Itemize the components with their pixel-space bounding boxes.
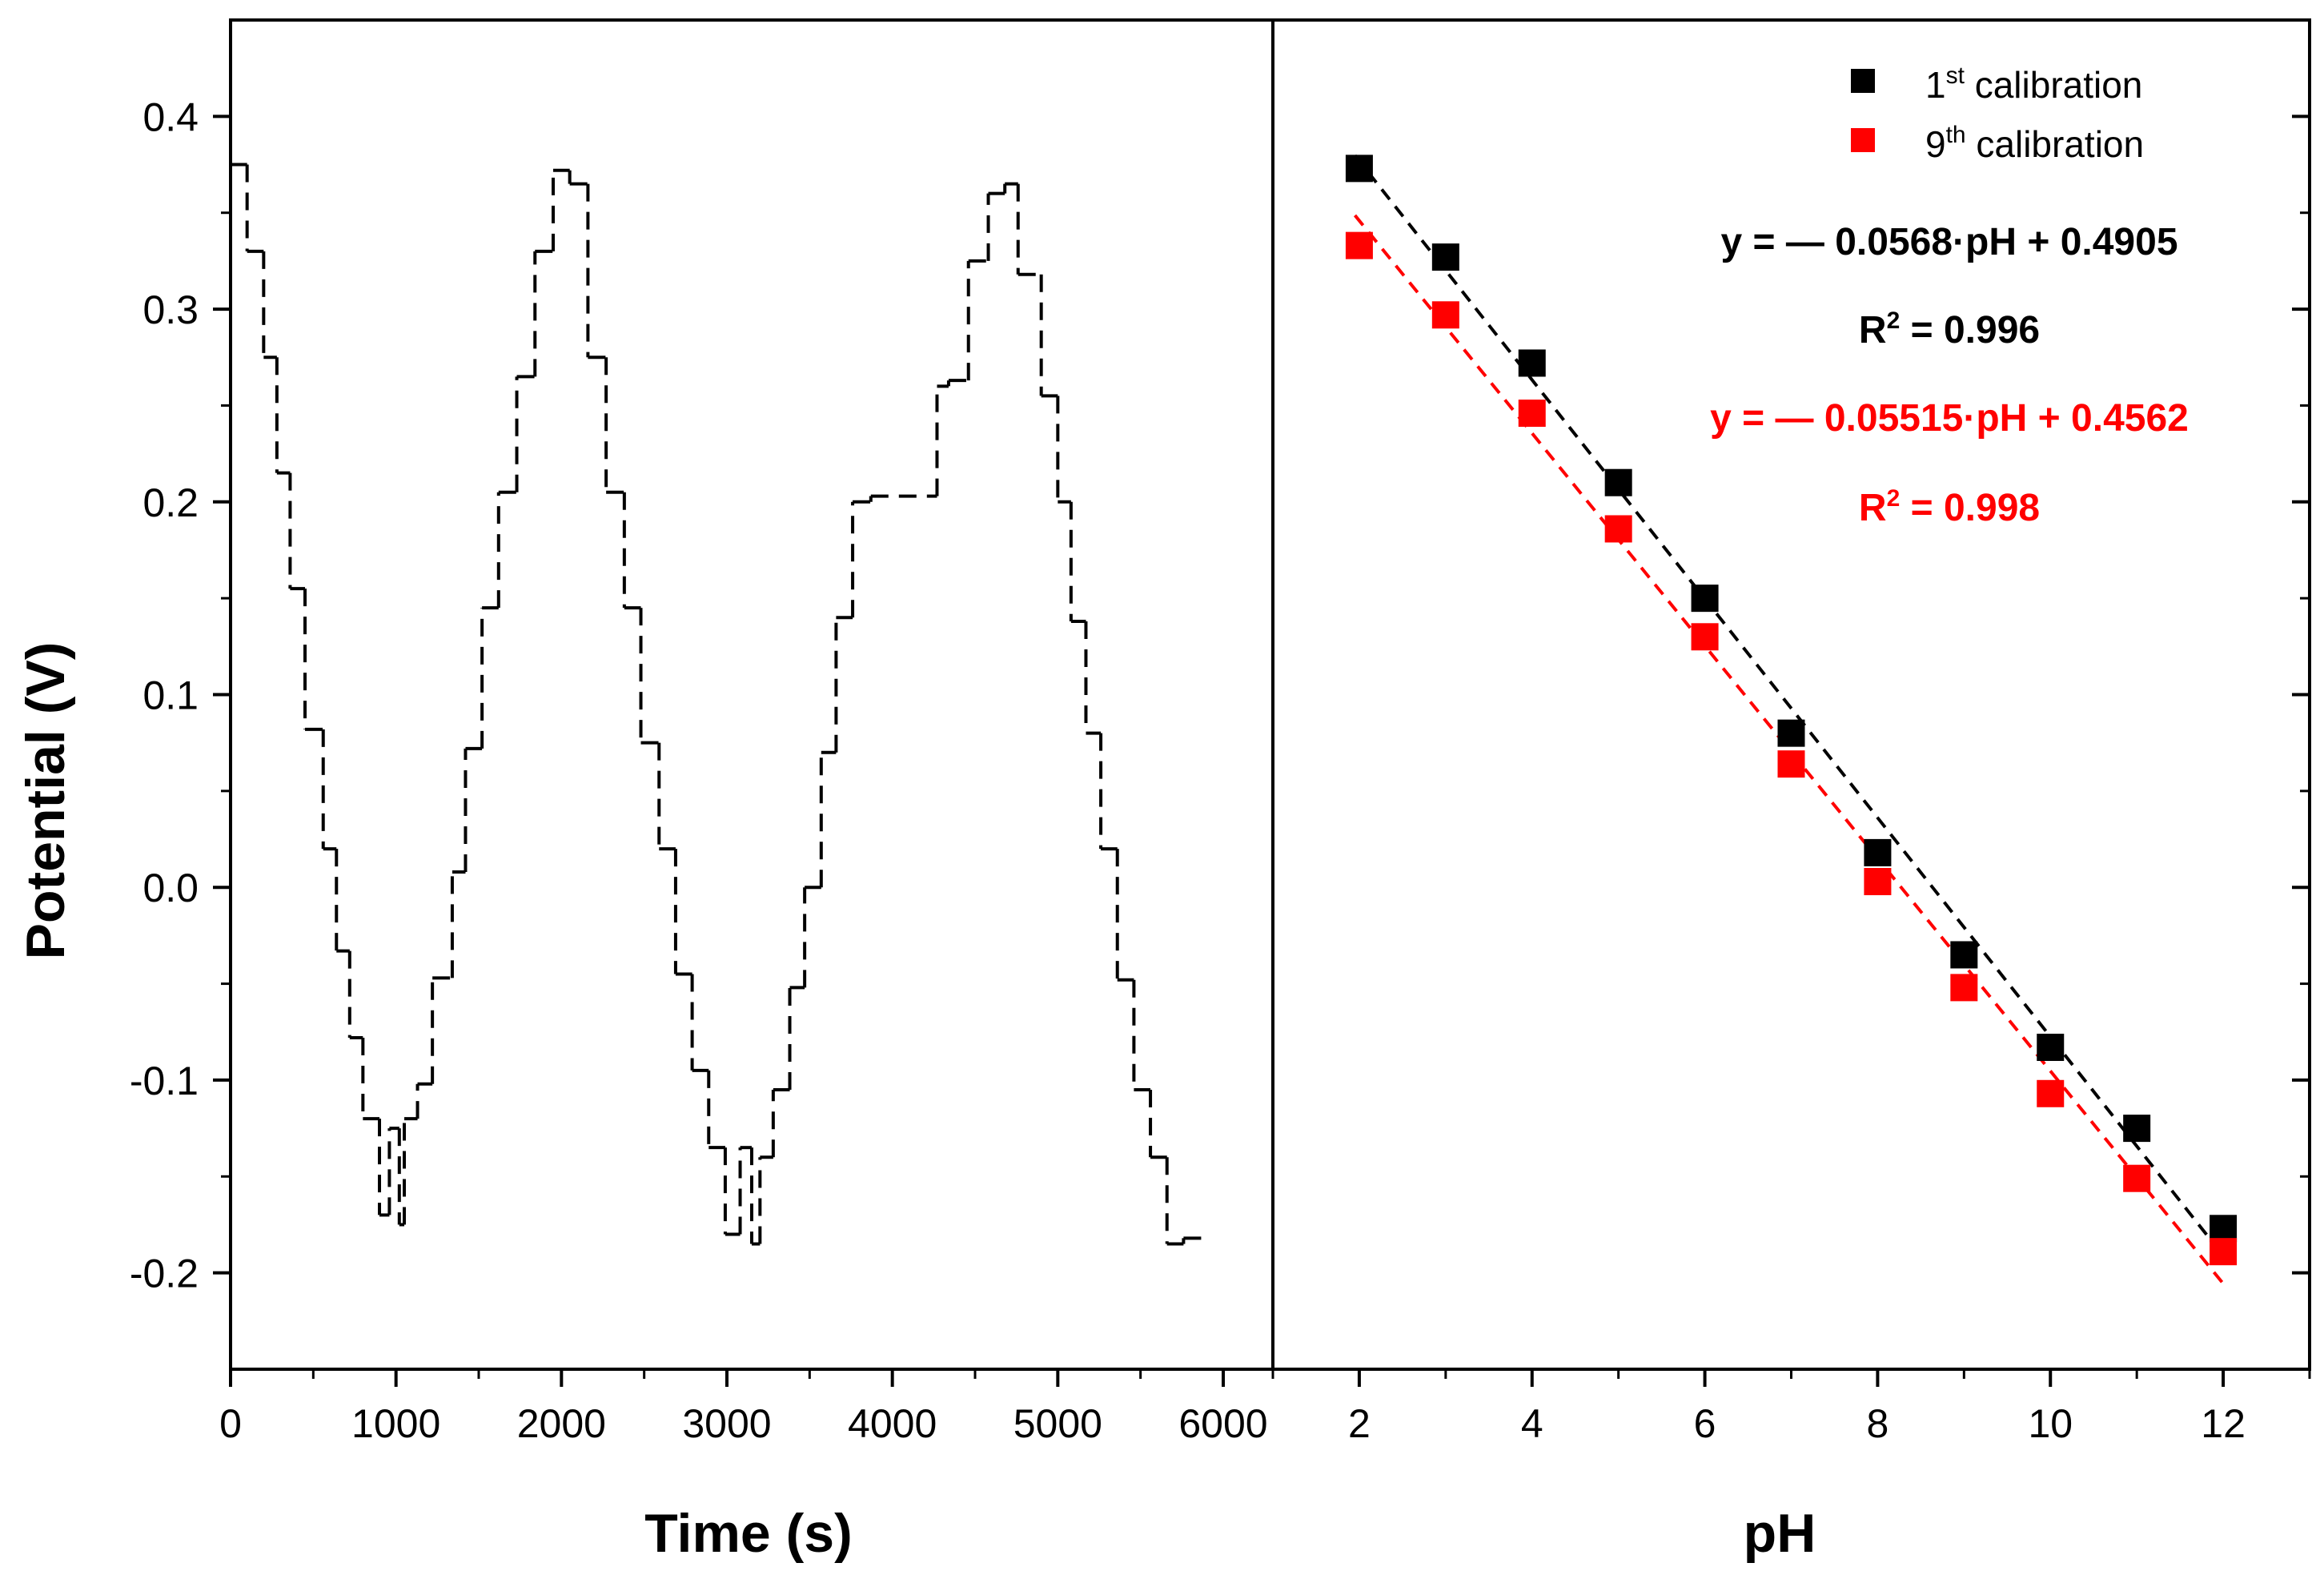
legend-9th-rest: calibration [1966, 123, 2144, 165]
legend: 1st calibration 9th calibration [1851, 62, 2144, 165]
left-x-tick-label: 1000 [351, 1401, 440, 1446]
right-x-tick-label: 4 [1521, 1401, 1543, 1446]
legend-label-9th: 9th calibration [1925, 122, 2144, 165]
point-9th-ph5 [1604, 515, 1632, 543]
right-x-tick-label: 2 [1348, 1401, 1371, 1446]
left-y-tick-label: -0.1 [130, 1059, 199, 1103]
left-y-tick-label: -0.2 [130, 1252, 199, 1296]
right-x-tick-label: 8 [1867, 1401, 1889, 1446]
r-squared-1st: R2 = 0.996 [1859, 307, 2040, 352]
point-1st-ph4 [1518, 349, 1546, 377]
legend-marker-9th [1851, 128, 1875, 152]
point-1st-ph10 [2037, 1034, 2065, 1062]
r2-1st-base: R [1859, 309, 1887, 352]
r2-9th-rest: = 0.998 [1900, 487, 2040, 529]
point-9th-ph7 [1777, 750, 1805, 778]
left-y-tick-label: 0.3 [142, 287, 199, 332]
r2-1st-rest: = 0.996 [1900, 309, 2040, 352]
point-9th-ph11 [2123, 1164, 2151, 1192]
point-9th-ph3 [1431, 301, 1459, 329]
right-axis-tick-labels: 2 4 6 8 10 12 [1348, 1401, 2246, 1446]
point-1st-ph8 [1864, 838, 1892, 866]
point-9th-ph12 [2210, 1238, 2238, 1266]
fit-equation-1st: y = — 0.0568·pH + 0.4905 [1720, 221, 2177, 263]
x-axis-title-ph: pH [1744, 1503, 1816, 1564]
point-1st-ph6 [1691, 585, 1719, 613]
point-9th-ph8 [1864, 867, 1892, 895]
right-panel: 2 4 6 8 10 12 pH 1st calibration 9th calibrat… [1271, 62, 2311, 1564]
left-x-tick-label: 3000 [682, 1401, 771, 1446]
point-1st-ph5 [1604, 468, 1632, 496]
right-x-tick-label: 6 [1694, 1401, 1716, 1446]
x-axis-title-time: Time (s) [644, 1503, 852, 1564]
fit-line-9th [1353, 214, 2230, 1291]
r2-9th-base: R [1859, 487, 1887, 529]
left-x-tick-label: 4000 [848, 1401, 937, 1446]
r-squared-9th: R2 = 0.998 [1859, 485, 2040, 529]
legend-marker-1st [1851, 69, 1875, 93]
left-x-tick-label: 0 [219, 1401, 242, 1446]
point-1st-ph2 [1345, 155, 1373, 183]
point-9th-ph10 [2037, 1079, 2065, 1107]
left-panel: 0 1000 2000 3000 4000 5000 6000 -0.2 -0.1 0.0 0.1 0… [15, 94, 1268, 1564]
potential-series [231, 163, 1207, 1246]
left-y-tick-label: 0.2 [142, 480, 199, 525]
left-y-tick-label: 0.0 [142, 866, 199, 910]
point-9th-ph2 [1345, 231, 1373, 259]
legend-1st-sup: st [1946, 62, 1965, 89]
legend-1st-rest: calibration [1965, 64, 2142, 106]
right-axis-ticks [1271, 115, 2311, 1387]
r2-9th-sup: 2 [1887, 485, 1901, 512]
left-axis-tick-labels: 0 1000 2000 3000 4000 5000 6000 -0.2 -0.1 0.0 0.1 0… [130, 94, 1268, 1446]
fit-line-1st [1353, 154, 2230, 1263]
legend-label-1st: 1st calibration [1925, 62, 2142, 106]
left-y-tick-label: 0.1 [142, 673, 199, 718]
y-axis-title-potential: Potential (V) [15, 642, 76, 960]
point-1st-ph3 [1431, 243, 1459, 271]
point-9th-ph9 [1950, 974, 1978, 1002]
r2-1st-sup: 2 [1887, 307, 1901, 334]
right-plot-frame [1271, 18, 2311, 1371]
legend-9th-base: 9 [1925, 123, 1946, 165]
point-1st-ph12 [2210, 1215, 2238, 1243]
point-1st-ph7 [1777, 719, 1805, 747]
left-x-tick-label: 6000 [1178, 1401, 1267, 1446]
fit-equation-9th: y = — 0.05515·pH + 0.4562 [1710, 397, 2189, 440]
calibration-points [1345, 155, 2238, 1266]
right-x-tick-label: 12 [2201, 1401, 2246, 1446]
left-x-tick-label: 2000 [517, 1401, 606, 1446]
legend-9th-sup: th [1946, 122, 1966, 148]
legend-1st-base: 1 [1925, 64, 1946, 106]
point-1st-ph9 [1950, 941, 1978, 969]
right-x-tick-label: 10 [2028, 1401, 2073, 1446]
fit-lines [1353, 154, 2230, 1291]
left-x-tick-label: 5000 [1013, 1401, 1102, 1446]
point-1st-ph11 [2123, 1115, 2151, 1143]
point-9th-ph6 [1691, 623, 1719, 651]
point-9th-ph4 [1518, 400, 1546, 428]
left-y-tick-label: 0.4 [142, 94, 199, 139]
